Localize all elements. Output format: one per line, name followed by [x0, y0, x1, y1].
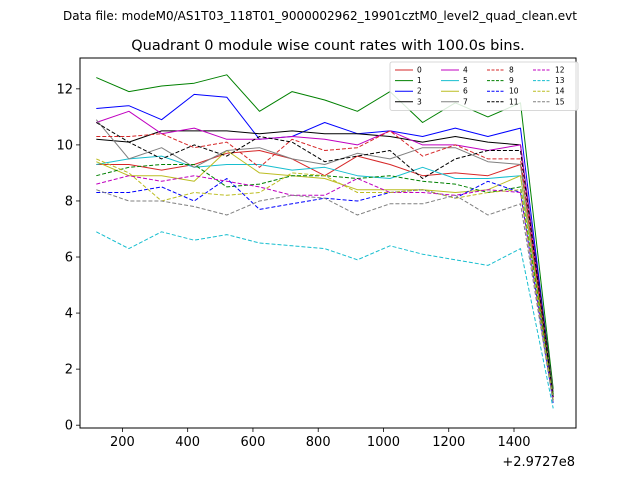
legend-label-10: 10 — [509, 87, 519, 96]
series-line-11 — [96, 122, 554, 398]
legend-box — [389, 61, 579, 111]
series-layer — [95, 74, 554, 409]
legend-label-11: 11 — [509, 97, 519, 106]
series-line-13 — [96, 231, 554, 409]
series-line-8 — [96, 130, 554, 398]
series-line-6 — [96, 150, 554, 395]
legend-label-9: 9 — [509, 76, 514, 85]
tick-layer: 200 400 600 800 1000 1200 1400 0 2 4 6 8 10 12 — [56, 82, 530, 450]
legend-label-7: 7 — [463, 97, 468, 106]
series-line-5 — [96, 155, 554, 401]
y-tick-label: 12 — [56, 82, 73, 97]
legend-label-2: 2 — [417, 87, 422, 96]
series-line-14 — [96, 158, 554, 401]
legend-label-5: 5 — [463, 76, 468, 85]
legend-label-6: 6 — [463, 87, 468, 96]
x-tick-label: 400 — [175, 435, 200, 450]
y-tick-label: 4 — [65, 307, 73, 322]
series-line-2 — [96, 93, 554, 395]
y-tick-label: 0 — [65, 419, 73, 434]
legend-label-12: 12 — [555, 66, 565, 75]
legend-label-13: 13 — [555, 76, 565, 85]
x-offset-label: +2.9727e8 — [502, 455, 575, 470]
y-tick-label: 8 — [65, 194, 73, 209]
series-line-12 — [96, 175, 554, 401]
x-tick-label: 1400 — [497, 435, 530, 450]
x-tick-label: 800 — [306, 435, 331, 450]
chart-title: Quadrant 0 module wise count rates with … — [131, 38, 525, 54]
legend-label-4: 4 — [463, 66, 468, 75]
series-line-15 — [96, 189, 554, 403]
x-tick-label: 600 — [241, 435, 266, 450]
x-tick-label: 1000 — [367, 435, 400, 450]
series-line-3 — [96, 130, 554, 392]
series-line-1 — [96, 74, 554, 389]
legend-label-14: 14 — [555, 87, 565, 96]
series-line-4 — [96, 110, 554, 398]
axes-frame — [79, 57, 577, 429]
x-tick-label: 1200 — [432, 435, 465, 450]
y-tick-label: 6 — [65, 251, 73, 266]
y-tick-label: 10 — [56, 138, 73, 153]
x-tick-label: 200 — [110, 435, 135, 450]
legend-label-15: 15 — [555, 97, 565, 106]
chart-suptitle: Data file: modeM0/AS1T03_118T01_90000029… — [63, 9, 577, 23]
legend-label-3: 3 — [417, 97, 422, 106]
legend-label-1: 1 — [417, 76, 422, 85]
y-tick-label: 2 — [65, 363, 73, 378]
legend-label-8: 8 — [509, 66, 514, 75]
legend-label-0: 0 — [417, 66, 422, 75]
